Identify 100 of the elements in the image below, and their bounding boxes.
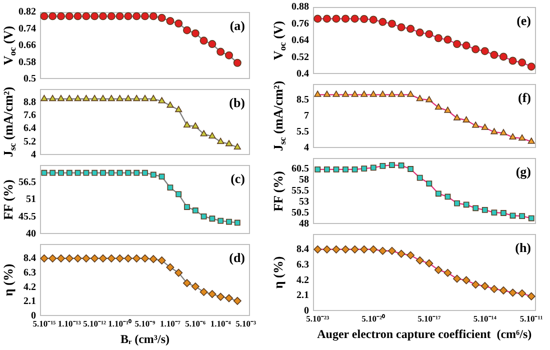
point xyxy=(166,17,174,26)
point xyxy=(65,254,74,262)
point xyxy=(378,246,387,255)
point xyxy=(116,94,124,102)
point xyxy=(397,250,406,258)
point xyxy=(434,34,442,42)
point xyxy=(184,204,190,210)
point xyxy=(500,210,506,216)
point xyxy=(141,254,149,262)
point xyxy=(183,279,191,288)
point xyxy=(360,90,368,97)
point xyxy=(99,12,107,20)
point xyxy=(332,14,340,23)
point xyxy=(74,170,81,176)
point xyxy=(216,292,225,301)
point xyxy=(444,268,452,277)
point xyxy=(125,170,132,176)
x-tick-label: 5.10⁻²⁰ xyxy=(362,313,386,324)
x-tick-label: 1.10⁻¹³ xyxy=(58,318,82,328)
point xyxy=(158,97,166,104)
point xyxy=(57,12,65,20)
point xyxy=(453,40,462,48)
point xyxy=(132,254,141,262)
point xyxy=(416,256,424,264)
annotation: (f) xyxy=(518,90,531,105)
point xyxy=(398,162,404,168)
point xyxy=(332,90,340,97)
y-tick-label: 6.4 xyxy=(24,123,36,134)
point xyxy=(66,170,72,176)
point xyxy=(90,12,99,20)
point xyxy=(200,288,208,296)
point xyxy=(332,245,340,254)
point xyxy=(397,23,406,32)
point xyxy=(408,166,414,172)
point xyxy=(388,20,396,28)
y-tick-label: 0.52 xyxy=(292,52,309,63)
point xyxy=(200,213,207,220)
point xyxy=(360,15,368,24)
point xyxy=(40,94,48,102)
point xyxy=(225,294,233,302)
point xyxy=(407,90,414,97)
y-tick-label: 8.5 xyxy=(296,94,309,106)
y-tick-label: 8.8 xyxy=(24,96,36,108)
point xyxy=(342,245,350,254)
point xyxy=(158,14,166,22)
y-tick-label: 51 xyxy=(26,194,36,206)
point xyxy=(99,254,107,262)
point xyxy=(380,162,386,169)
point xyxy=(100,170,106,176)
point xyxy=(200,36,208,45)
point xyxy=(50,170,56,176)
y-tick-label: 4 xyxy=(31,150,36,161)
point xyxy=(107,254,116,262)
point xyxy=(519,213,526,220)
y-tick-label: 58 xyxy=(299,174,309,186)
point xyxy=(324,166,330,172)
y-tick-label: 0.74 xyxy=(18,23,36,34)
y-axis-title: η (%) xyxy=(270,256,286,289)
point xyxy=(192,122,199,129)
y-tick-label: 2.1 xyxy=(296,290,309,302)
point xyxy=(360,245,368,254)
x-tick-label: 5.10⁻¹² xyxy=(83,318,107,328)
point xyxy=(209,216,216,222)
point xyxy=(192,208,198,214)
point xyxy=(314,14,322,23)
point xyxy=(167,184,174,191)
point xyxy=(40,254,48,262)
y-tick-label: 45.5 xyxy=(18,211,36,222)
point xyxy=(462,42,470,50)
point xyxy=(107,12,116,20)
annotation: (g) xyxy=(516,164,531,179)
point xyxy=(116,254,124,262)
point xyxy=(149,12,158,20)
point xyxy=(378,18,387,26)
point xyxy=(134,170,140,176)
point xyxy=(361,166,368,172)
y-tick-label: 50.5 xyxy=(292,208,309,219)
y-tick-label: 5.5 xyxy=(296,126,309,138)
point xyxy=(518,134,526,141)
point xyxy=(141,12,149,20)
point xyxy=(406,24,415,33)
point xyxy=(388,90,396,97)
point xyxy=(74,254,82,262)
y-tick-label: 40 xyxy=(26,228,36,240)
point xyxy=(208,290,216,298)
x-tick-label: 1.10⁻⁴ xyxy=(210,318,232,328)
point xyxy=(99,94,107,102)
point xyxy=(490,50,498,59)
point xyxy=(370,164,376,171)
y-tick-label: 2.1 xyxy=(24,296,36,308)
point xyxy=(233,296,242,305)
point xyxy=(509,133,516,140)
point xyxy=(74,12,82,20)
point xyxy=(528,138,535,144)
point xyxy=(233,58,242,67)
point xyxy=(149,255,158,264)
y-tick-label: 55.5 xyxy=(292,186,309,197)
y-tick-label: 53 xyxy=(299,196,309,208)
point xyxy=(91,94,98,102)
annotation: (b) xyxy=(229,94,245,110)
